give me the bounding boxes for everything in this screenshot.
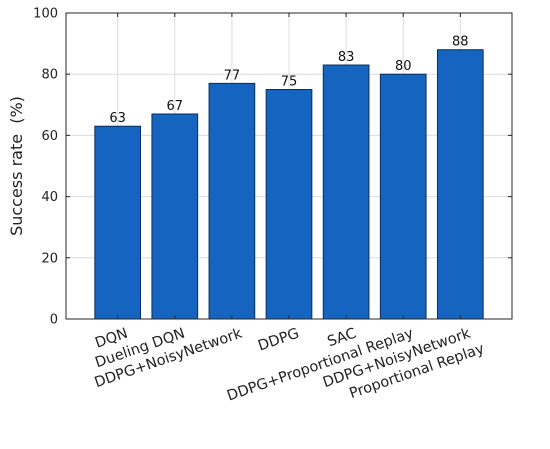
bars: [94, 49, 484, 320]
bar-5: [379, 73, 427, 320]
value-label-5: 80: [395, 59, 412, 74]
value-label-4: 83: [338, 50, 355, 65]
value-label-6: 88: [452, 35, 469, 50]
bar-4: [322, 64, 370, 320]
bar-6: [436, 49, 484, 320]
x-tick-label-3: DDPG: [256, 326, 301, 355]
y-tick-label: 20: [41, 251, 58, 266]
y-axis-ticks: 0 20 40 60 80 100: [33, 7, 512, 328]
value-label-0: 63: [109, 111, 126, 126]
bar-3: [265, 89, 313, 320]
y-tick-label: 80: [41, 68, 58, 83]
bar-2: [208, 82, 256, 320]
bar-0: [94, 125, 142, 320]
value-label-3: 75: [281, 75, 298, 90]
value-label-1: 67: [167, 99, 184, 114]
y-axis-label: Success rate (%): [7, 96, 26, 236]
y-tick-label: 0: [50, 313, 58, 328]
value-label-2: 77: [224, 68, 241, 83]
bar-1: [151, 113, 199, 320]
y-tick-label: 40: [41, 190, 58, 205]
y-tick-label: 60: [41, 129, 58, 144]
y-tick-label: 100: [33, 7, 58, 22]
value-labels: 63 67 77 75 83 80 88: [109, 35, 468, 127]
x-tick-label-line: DDPG: [256, 326, 301, 355]
